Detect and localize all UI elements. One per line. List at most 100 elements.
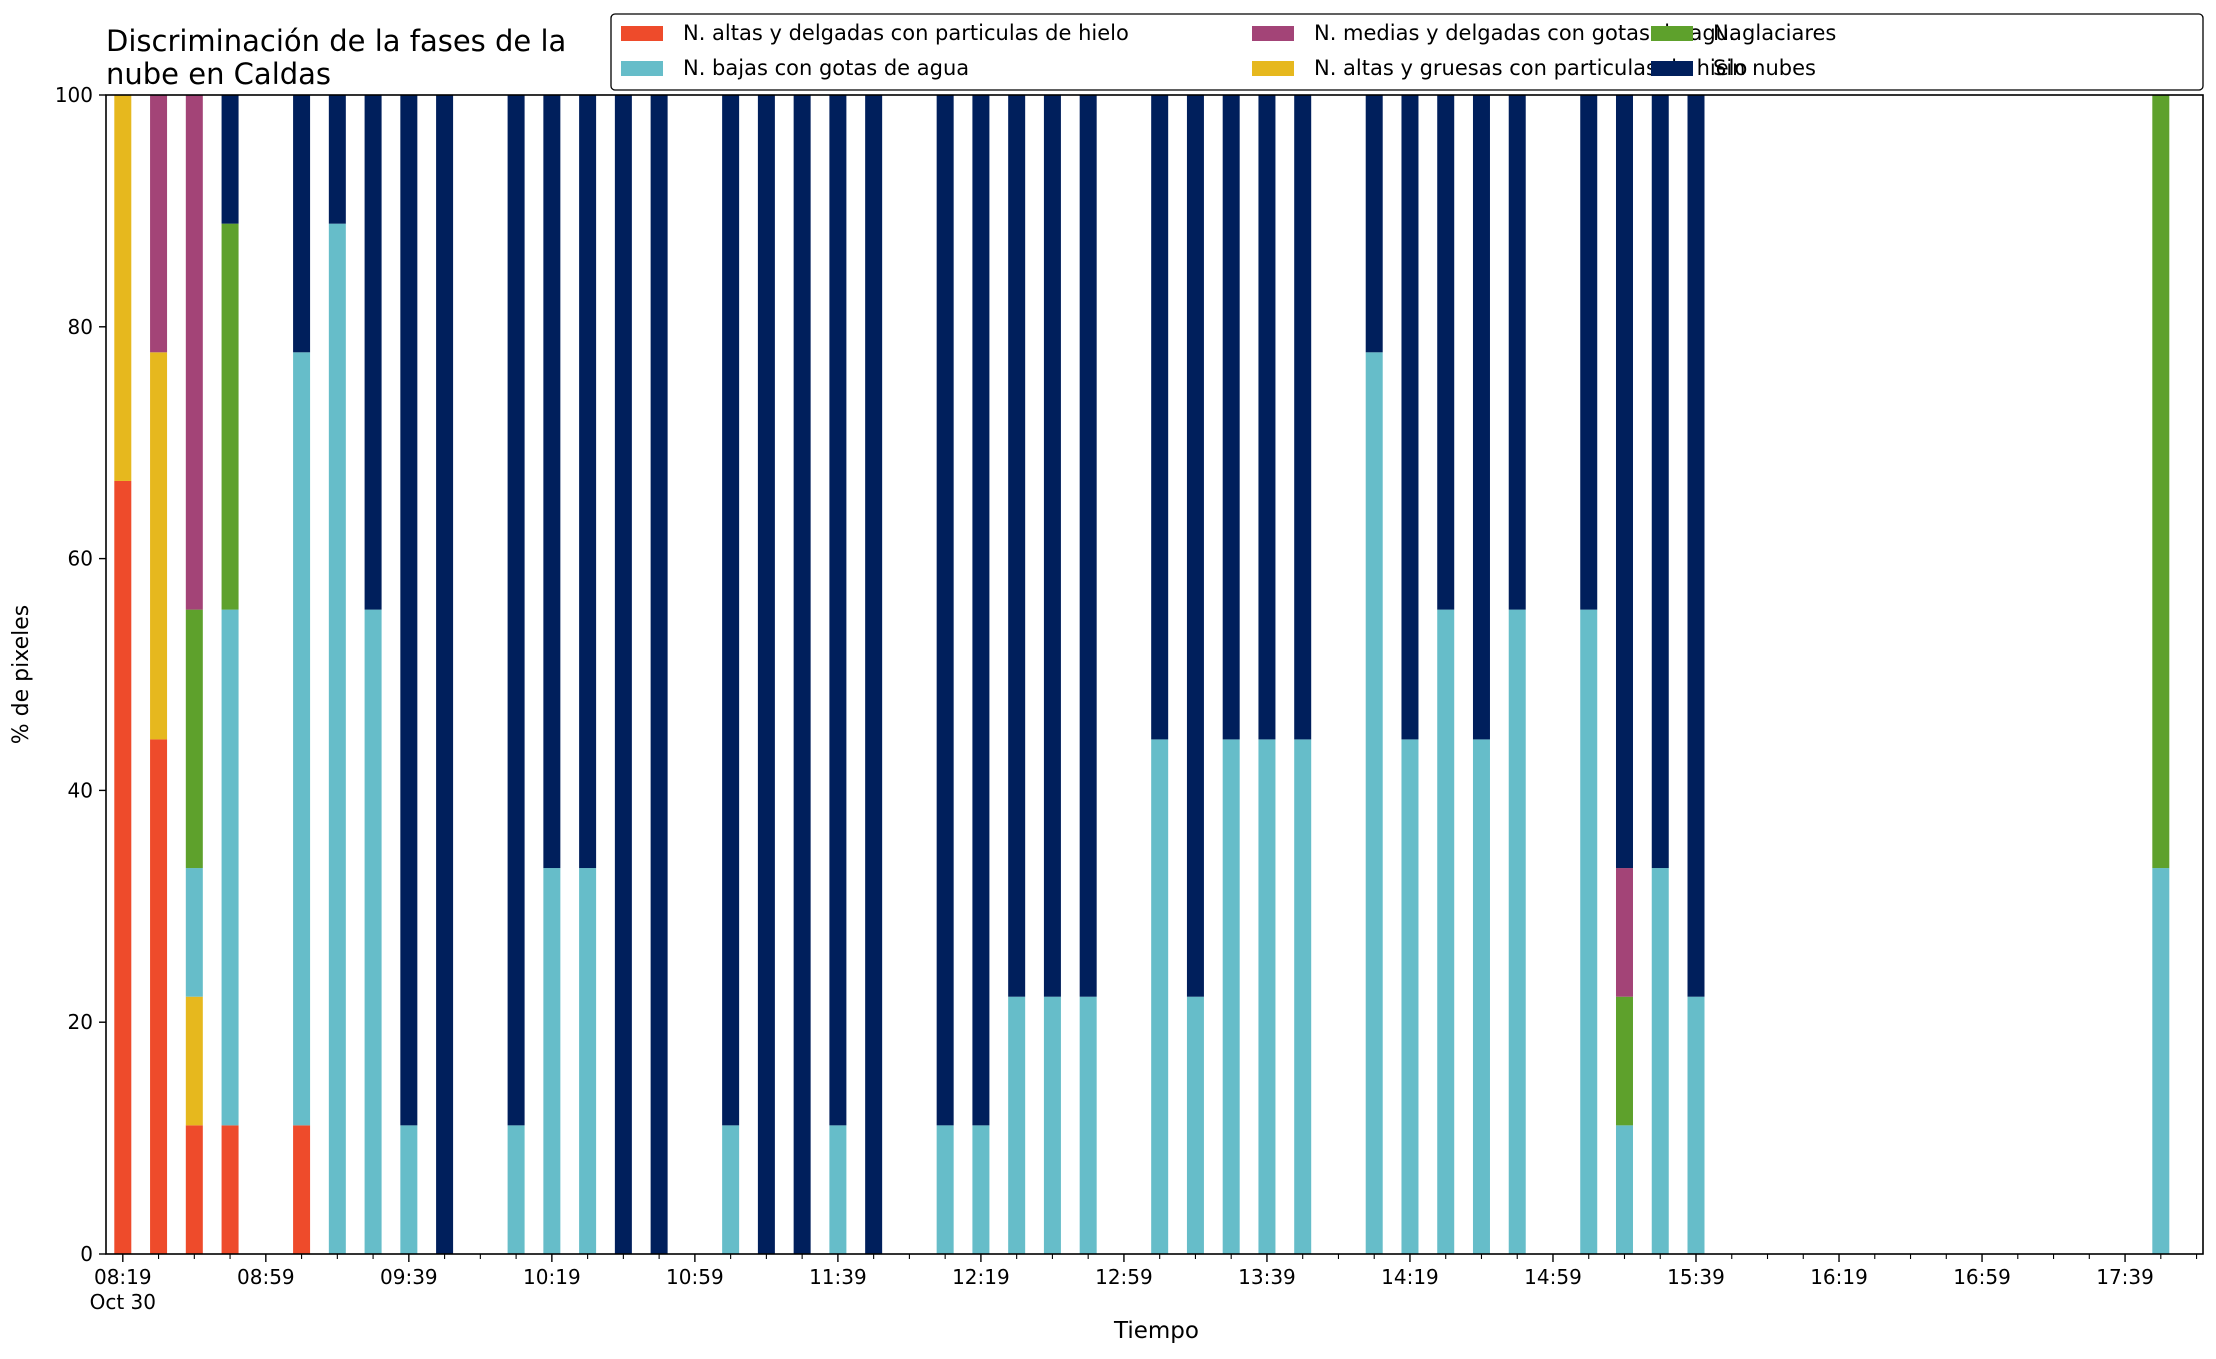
bar-stack	[1151, 95, 1169, 1254]
y-tick-label: 20	[68, 1010, 93, 1034]
bar-segment	[1043, 95, 1061, 997]
bar-segment	[650, 95, 668, 1254]
bar-stack	[1651, 95, 1669, 1254]
y-tick-label: 100	[55, 83, 93, 107]
bar-stack	[114, 95, 132, 1254]
bar-stack	[1079, 95, 1097, 1254]
y-tick-label: 40	[68, 778, 93, 802]
bar-stack	[829, 95, 847, 1254]
bar-stack	[614, 95, 632, 1254]
y-axis: 0 20 40 60 80 100	[55, 83, 106, 1266]
legend-swatch	[1252, 26, 1294, 41]
bar-segment	[579, 868, 597, 1254]
plot-frame	[105, 94, 2204, 1255]
x-tick-label: 12:59	[1095, 1265, 1153, 1289]
legend-swatch	[621, 26, 663, 41]
legend-frame	[610, 13, 2204, 91]
bar-segment	[1687, 996, 1705, 1254]
x-tick-label: 10:19	[523, 1265, 581, 1289]
bar-stack	[1472, 95, 1490, 1254]
bar-segment	[293, 95, 311, 353]
bar-stack	[293, 95, 311, 1254]
x-tick-label: 14:59	[1524, 1265, 1582, 1289]
bar-stack	[936, 95, 954, 1254]
bar-segment	[722, 1125, 740, 1254]
bar-segment	[1186, 996, 1204, 1254]
bar-segment	[1008, 95, 1026, 997]
bars-layer	[114, 95, 2170, 1254]
bar-segment	[1472, 95, 1490, 740]
bar-segment	[1437, 95, 1455, 610]
legend-swatch	[621, 61, 663, 76]
bar-segment	[1615, 996, 1633, 1126]
bar-segment	[185, 609, 203, 869]
x-axis-label: Tiempo	[1113, 1318, 1199, 1344]
bar-segment	[1615, 868, 1633, 997]
bar-segment	[221, 1125, 239, 1254]
bar-segment	[793, 95, 811, 1254]
legend-swatch	[1651, 61, 1693, 76]
bar-segment	[757, 95, 775, 1254]
bar-segment	[1151, 739, 1169, 1254]
bar-stack	[185, 95, 203, 1254]
bar-segment	[543, 95, 561, 869]
bar-segment	[2152, 868, 2170, 1254]
bar-segment	[1437, 609, 1455, 1254]
bar-stack	[1222, 95, 1240, 1254]
x-tick-date-label: Oct 30	[90, 1290, 156, 1314]
bar-segment	[829, 1125, 847, 1254]
bar-segment	[1079, 95, 1097, 997]
bar-segment	[1687, 95, 1705, 997]
legend-label: Sin nubes	[1713, 56, 1816, 80]
bar-segment	[1401, 739, 1419, 1254]
bar-stack	[757, 95, 775, 1254]
bar-segment	[936, 95, 954, 1126]
bar-segment	[1508, 609, 1526, 1254]
bar-segment	[1401, 95, 1419, 740]
bar-segment	[722, 95, 740, 1126]
legend-item: N. glaciares	[1651, 21, 1836, 45]
bar-stack	[221, 95, 239, 1254]
bar-segment	[150, 95, 168, 353]
chart-title: Discriminación de la fases de la nube en…	[106, 24, 566, 91]
bar-segment	[1508, 95, 1526, 610]
bar-segment	[1151, 95, 1169, 740]
bar-segment	[1472, 739, 1490, 1254]
bar-segment	[400, 95, 418, 1126]
legend-swatch	[1252, 61, 1294, 76]
bar-segment	[579, 95, 597, 869]
bar-segment	[185, 996, 203, 1126]
bar-segment	[1222, 739, 1240, 1254]
bar-segment	[114, 95, 132, 481]
bar-segment	[1615, 1125, 1633, 1254]
bar-stack	[1365, 95, 1383, 1254]
bar-stack	[722, 95, 740, 1254]
chart-title-line-1: Discriminación de la fases de la	[106, 24, 566, 58]
bar-stack	[579, 95, 597, 1254]
bar-segment	[221, 223, 239, 610]
x-tick-label: 08:59	[237, 1265, 295, 1289]
x-tick-label: 08:19	[94, 1265, 152, 1289]
legend-item: Sin nubes	[1651, 56, 1816, 80]
y-tick-label: 80	[68, 315, 93, 339]
chart-title-line-2: nube en Caldas	[106, 57, 331, 91]
bar-segment	[1365, 95, 1383, 353]
bar-stack	[650, 95, 668, 1254]
bar-segment	[364, 609, 382, 1254]
bar-segment	[1222, 95, 1240, 740]
bar-segment	[972, 95, 990, 1126]
bar-segment	[221, 95, 239, 224]
bar-segment	[1294, 739, 1312, 1254]
bar-stack	[1258, 95, 1276, 1254]
bar-stack	[1580, 95, 1598, 1254]
bar-stack	[543, 95, 561, 1254]
bar-stack	[1687, 95, 1705, 1254]
x-tick-label: 12:19	[952, 1265, 1010, 1289]
bar-segment	[614, 95, 632, 1254]
x-tick-label: 14:19	[1381, 1265, 1439, 1289]
legend: N. altas y delgadas con particulas de hi…	[610, 13, 2204, 91]
legend-label: N. altas y delgadas con particulas de hi…	[683, 21, 1129, 45]
bar-segment	[2152, 95, 2170, 869]
bar-stack	[507, 95, 525, 1254]
